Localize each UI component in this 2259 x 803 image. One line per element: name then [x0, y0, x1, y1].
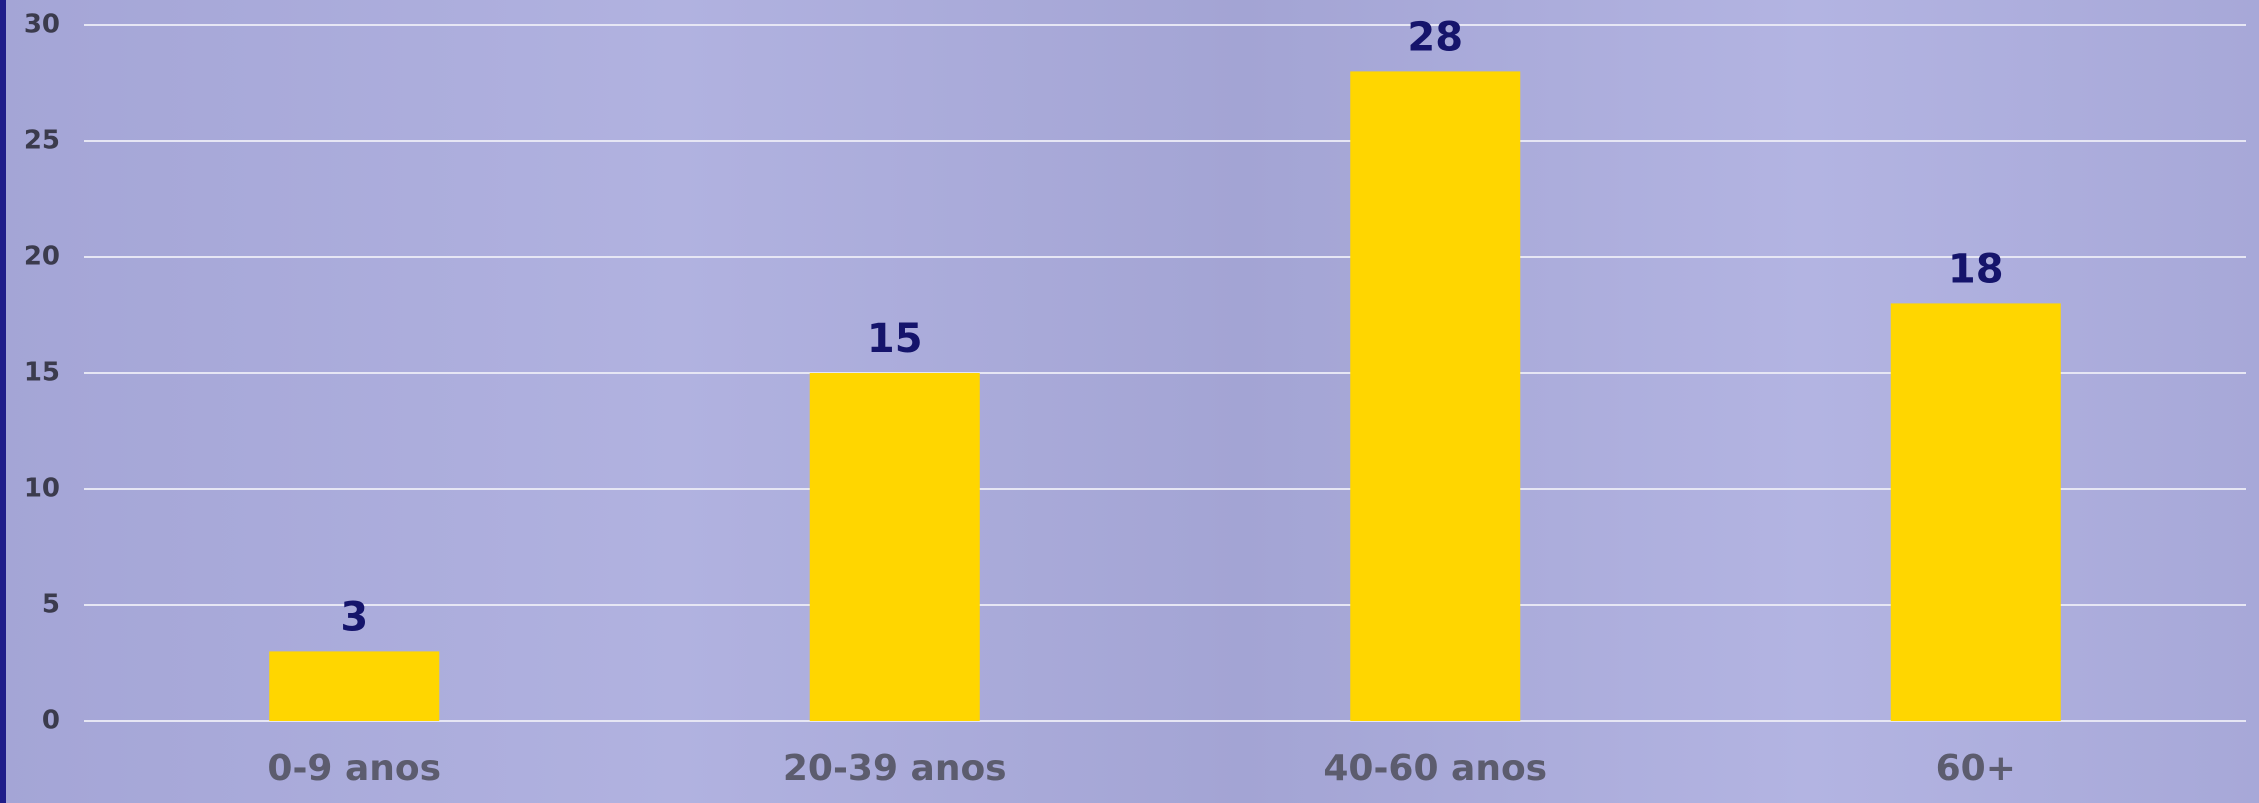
y-tick-label: 20	[24, 242, 60, 272]
y-tick-label: 0	[42, 706, 60, 736]
y-tick-label: 30	[24, 10, 60, 40]
data-label: 28	[1407, 14, 1463, 60]
bar	[269, 651, 439, 721]
bar	[1891, 303, 2061, 721]
data-label: 3	[340, 594, 368, 640]
data-label: 15	[867, 316, 923, 362]
x-tick-label: 40-60 anos	[1323, 748, 1547, 789]
bar	[810, 373, 980, 721]
y-tick-label: 15	[24, 358, 60, 388]
x-tick-label: 20-39 anos	[783, 748, 1007, 789]
y-tick-label: 5	[42, 590, 60, 620]
chart: 0 5 10 15 20 25 30 3 0-9 anos 15 20-39 anos 28 40-60…	[0, 0, 2259, 803]
bar	[1350, 71, 1520, 721]
y-tick-label: 10	[24, 474, 60, 504]
y-tick-label: 25	[24, 126, 60, 156]
x-tick-label: 0-9 anos	[267, 748, 441, 789]
x-tick-label: 60+	[1936, 748, 2016, 789]
edge-stripe	[0, 0, 6, 803]
data-label: 18	[1948, 246, 2004, 292]
